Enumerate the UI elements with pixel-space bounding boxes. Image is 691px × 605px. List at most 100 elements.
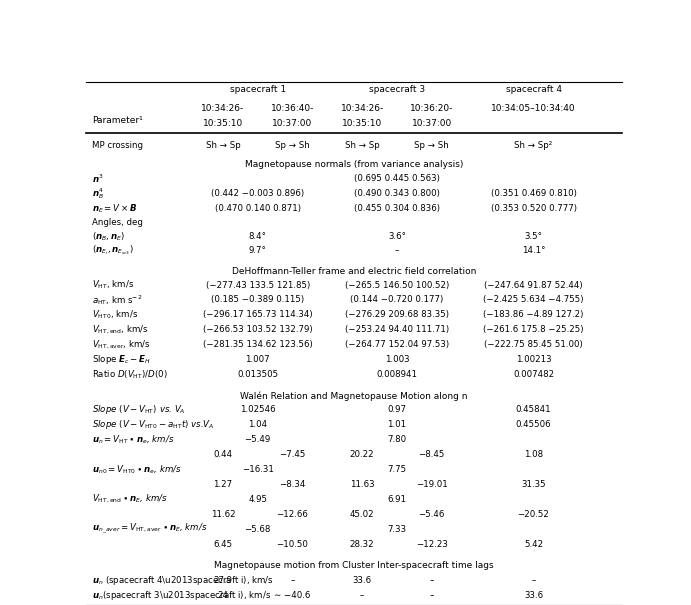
Text: (−276.29 209.68 83.35): (−276.29 209.68 83.35) xyxy=(345,310,449,319)
Text: $\boldsymbol{u}_n$(spacecraft 3\u2013spacecraft i), km/s: $\boldsymbol{u}_n$(spacecraft 3\u2013spa… xyxy=(92,589,271,602)
Text: 0.007482: 0.007482 xyxy=(513,370,554,379)
Text: (−277.43 133.5 121.85): (−277.43 133.5 121.85) xyxy=(206,281,310,290)
Text: $V_\mathrm{HT0}$, km/s: $V_\mathrm{HT0}$, km/s xyxy=(92,309,138,321)
Text: 0.45841: 0.45841 xyxy=(515,405,551,414)
Text: 10:37:00: 10:37:00 xyxy=(272,119,312,128)
Text: 1.08: 1.08 xyxy=(524,450,543,459)
Text: 1.007: 1.007 xyxy=(245,355,270,364)
Text: Sh → Sp: Sh → Sp xyxy=(345,141,379,150)
Text: −8.45: −8.45 xyxy=(419,450,445,459)
Text: 31.35: 31.35 xyxy=(521,480,546,489)
Text: 10:34:26-: 10:34:26- xyxy=(341,104,384,113)
Text: Magnetopause normals (from variance analysis): Magnetopause normals (from variance anal… xyxy=(245,160,464,169)
Text: Slope $(V - V_\mathrm{HT})$ vs. $V_A$: Slope $(V - V_\mathrm{HT})$ vs. $V_A$ xyxy=(92,404,185,416)
Text: 10:37:00: 10:37:00 xyxy=(412,119,452,128)
Text: 0.45506: 0.45506 xyxy=(515,420,551,430)
Text: 5.42: 5.42 xyxy=(524,540,543,549)
Text: $V_\mathrm{HT,end}$, km/s: $V_\mathrm{HT,end}$, km/s xyxy=(92,324,149,336)
Text: 14.1°: 14.1° xyxy=(522,246,545,255)
Text: $(\boldsymbol{n}_{E_i}, \boldsymbol{n}_{E_{sc3}})$: $(\boldsymbol{n}_{E_i}, \boldsymbol{n}_{… xyxy=(92,244,133,257)
Text: (0.353 0.520 0.777): (0.353 0.520 0.777) xyxy=(491,204,576,213)
Text: −7.45: −7.45 xyxy=(279,450,305,459)
Text: 4.95: 4.95 xyxy=(248,495,267,504)
Text: −5.49: −5.49 xyxy=(245,435,271,444)
Text: (0.455 0.304 0.836): (0.455 0.304 0.836) xyxy=(354,204,440,213)
Text: 1.003: 1.003 xyxy=(385,355,409,364)
Text: 1.01: 1.01 xyxy=(388,420,406,430)
Text: Slope $\boldsymbol{E}_c - \boldsymbol{E}_H$: Slope $\boldsymbol{E}_c - \boldsymbol{E}… xyxy=(92,353,151,366)
Text: $V_\mathrm{HT,end} \bullet \boldsymbol{n}_E$, km/s: $V_\mathrm{HT,end} \bullet \boldsymbol{n… xyxy=(92,493,168,505)
Text: –: – xyxy=(531,576,536,585)
Text: 3.6°: 3.6° xyxy=(388,232,406,241)
Text: (−264.77 152.04 97.53): (−264.77 152.04 97.53) xyxy=(345,340,449,349)
Text: 1.02546: 1.02546 xyxy=(240,405,276,414)
Text: 11.63: 11.63 xyxy=(350,480,375,489)
Text: 10:36:40-: 10:36:40- xyxy=(271,104,314,113)
Text: –: – xyxy=(360,591,364,600)
Text: $\boldsymbol{u}_{n\_aver} = V_\mathrm{HT,aver} \bullet \boldsymbol{n}_E$, km/s: $\boldsymbol{u}_{n\_aver} = V_\mathrm{HT… xyxy=(92,522,207,537)
Text: Sh → Sp: Sh → Sp xyxy=(205,141,240,150)
Text: 10:35:10: 10:35:10 xyxy=(342,119,382,128)
Text: 0.97: 0.97 xyxy=(388,405,406,414)
Text: (−247.64 91.87 52.44): (−247.64 91.87 52.44) xyxy=(484,281,583,290)
Text: 7.33: 7.33 xyxy=(388,525,406,534)
Text: $\boldsymbol{n}_B^4$: $\boldsymbol{n}_B^4$ xyxy=(92,186,104,201)
Text: −5.68: −5.68 xyxy=(245,525,271,534)
Text: (−183.86 −4.89 127.2): (−183.86 −4.89 127.2) xyxy=(483,310,584,319)
Text: (0.442 −0.003 0.896): (0.442 −0.003 0.896) xyxy=(211,189,304,198)
Text: (0.144 −0.720 0.177): (0.144 −0.720 0.177) xyxy=(350,295,444,304)
Text: 20.22: 20.22 xyxy=(350,450,375,459)
Text: 10:34:26-: 10:34:26- xyxy=(201,104,245,113)
Text: –: – xyxy=(395,246,399,255)
Text: 0.008941: 0.008941 xyxy=(377,370,417,379)
Text: 1.04: 1.04 xyxy=(248,420,267,430)
Text: Angles, deg: Angles, deg xyxy=(92,218,142,227)
Text: −12.23: −12.23 xyxy=(416,540,448,549)
Text: Sp → Sh: Sp → Sh xyxy=(415,141,449,150)
Text: $(\boldsymbol{n}_B, \boldsymbol{n}_E)$: $(\boldsymbol{n}_B, \boldsymbol{n}_E)$ xyxy=(92,231,125,243)
Text: Slope $(V - V_\mathrm{HT0} - a_\mathrm{HT}t)$ vs.$V_A$: Slope $(V - V_\mathrm{HT0} - a_\mathrm{H… xyxy=(92,418,214,431)
Text: (0.490 0.343 0.800): (0.490 0.343 0.800) xyxy=(354,189,440,198)
Text: MP crossing: MP crossing xyxy=(92,141,143,150)
Text: spacecraft 1: spacecraft 1 xyxy=(229,85,286,94)
Text: −12.66: −12.66 xyxy=(276,510,308,518)
Text: 7.80: 7.80 xyxy=(388,435,406,444)
Text: 45.02: 45.02 xyxy=(350,510,375,518)
Text: ∼ −40.6: ∼ −40.6 xyxy=(274,591,311,600)
Text: 1.27: 1.27 xyxy=(214,480,232,489)
Text: Ratio $D(V_\mathrm{HT})/D(0)$: Ratio $D(V_\mathrm{HT})/D(0)$ xyxy=(92,368,167,381)
Text: −16.31: −16.31 xyxy=(242,465,274,474)
Text: $\boldsymbol{u}_{n0} = V_\mathrm{HT0} \bullet \boldsymbol{n}_e$, km/s: $\boldsymbol{u}_{n0} = V_\mathrm{HT0} \b… xyxy=(92,463,182,476)
Text: 9.7°: 9.7° xyxy=(249,246,267,255)
Text: Parameter¹: Parameter¹ xyxy=(92,116,142,125)
Text: Walén Relation and Magnetopause Motion along n: Walén Relation and Magnetopause Motion a… xyxy=(240,391,468,401)
Text: $\boldsymbol{n}^3$: $\boldsymbol{n}^3$ xyxy=(92,172,103,185)
Text: 24: 24 xyxy=(218,591,229,600)
Text: $\boldsymbol{u}_n = V_\mathrm{HT} \bullet \boldsymbol{n}_e$, km/s: $\boldsymbol{u}_n = V_\mathrm{HT} \bulle… xyxy=(92,433,174,446)
Text: 7.75: 7.75 xyxy=(388,465,406,474)
Text: −10.50: −10.50 xyxy=(276,540,308,549)
Text: (−261.6 175.8 −25.25): (−261.6 175.8 −25.25) xyxy=(483,325,584,334)
Text: $a_\mathrm{HT}$, km s$^{-2}$: $a_\mathrm{HT}$, km s$^{-2}$ xyxy=(92,293,142,307)
Text: Sh → Sp²: Sh → Sp² xyxy=(514,141,553,150)
Text: 27.9: 27.9 xyxy=(214,576,232,585)
Text: (−253.24 94.40 111.71): (−253.24 94.40 111.71) xyxy=(345,325,449,334)
Text: (−2.425 5.634 −4.755): (−2.425 5.634 −4.755) xyxy=(483,295,584,304)
Text: Sp → Sh: Sp → Sh xyxy=(275,141,310,150)
Text: 0.013505: 0.013505 xyxy=(237,370,278,379)
Text: –: – xyxy=(430,591,434,600)
Text: (−266.53 103.52 132.79): (−266.53 103.52 132.79) xyxy=(203,325,312,334)
Text: −8.34: −8.34 xyxy=(279,480,305,489)
Text: 6.91: 6.91 xyxy=(388,495,406,504)
Text: spacecraft 3: spacecraft 3 xyxy=(369,85,425,94)
Text: 10:34:05–10:34:40: 10:34:05–10:34:40 xyxy=(491,104,576,113)
Text: $V_\mathrm{HT,aver}$, km/s: $V_\mathrm{HT,aver}$, km/s xyxy=(92,339,151,351)
Text: –: – xyxy=(430,576,434,585)
Text: −5.46: −5.46 xyxy=(419,510,445,518)
Text: 6.45: 6.45 xyxy=(214,540,232,549)
Text: 3.5°: 3.5° xyxy=(524,232,542,241)
Text: (0.695 0.445 0.563): (0.695 0.445 0.563) xyxy=(354,174,440,183)
Text: $\boldsymbol{n}_E = V \times \boldsymbol{B}$: $\boldsymbol{n}_E = V \times \boldsymbol… xyxy=(92,203,137,215)
Text: (0.470 0.140 0.871): (0.470 0.140 0.871) xyxy=(215,204,301,213)
Text: 1.00213: 1.00213 xyxy=(515,355,551,364)
